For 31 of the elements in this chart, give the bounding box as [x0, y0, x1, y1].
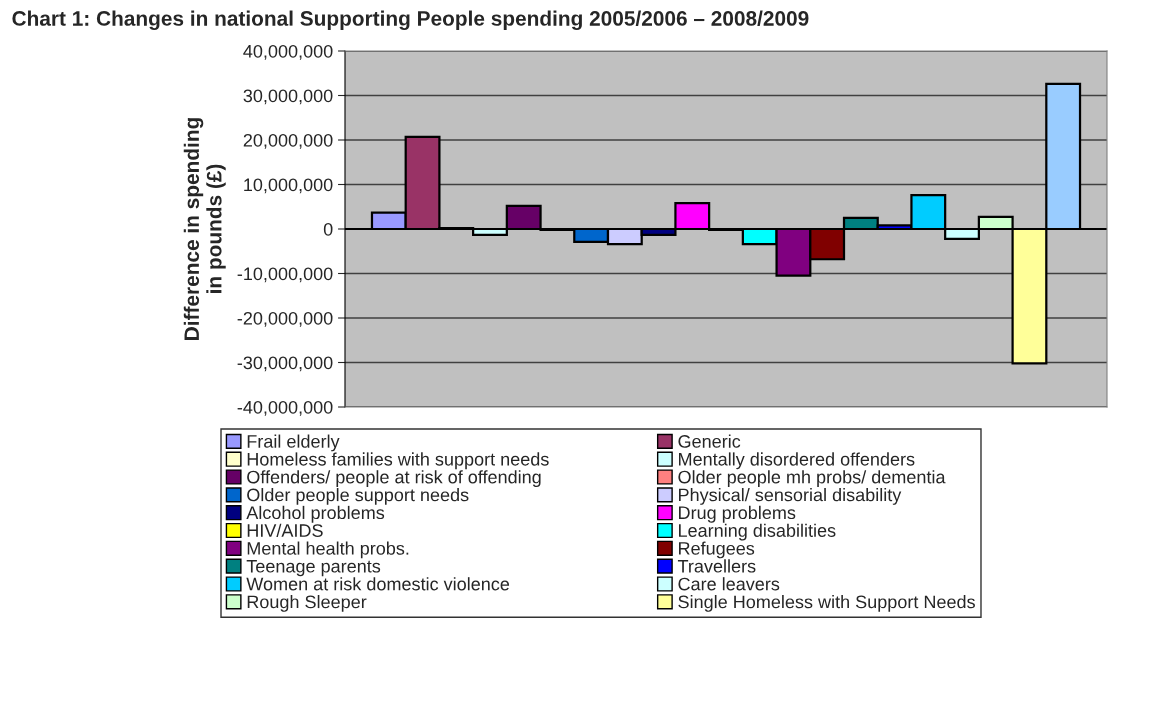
legend-label: Care leavers: [678, 577, 780, 591]
y-tick-label: -30,000,000: [237, 356, 333, 372]
legend-label: Learning disabilities: [679, 523, 836, 541]
y-tick-label: 30,000,000: [243, 89, 333, 105]
legend-label: Mental health probs.: [247, 541, 409, 559]
y-tick-label: -20,000,000: [237, 311, 333, 327]
legend-label: Older people mh probs/ dementia: [678, 470, 946, 488]
legend-label: Generic: [678, 434, 741, 448]
legend-label: Rough Sleeper: [247, 595, 367, 612]
legend-label: Single Homeless with Support Needs: [678, 595, 975, 612]
legend-label: Drug problems: [679, 505, 796, 523]
legend-label: Mentally disordered offenders: [679, 452, 915, 470]
chart-title: Chart 1: Changes in national Supporting People spending 2005/2006 – 2008/2009: [12, 10, 809, 31]
legend-label: Offenders/ people at risk of offending: [247, 470, 541, 488]
y-tick-label: 10,000,000: [244, 178, 333, 194]
y-tick-label: 20,000,000: [243, 133, 333, 149]
legend-label: Women at risk domestic violence: [246, 577, 510, 591]
legend-label: Frail elderly: [247, 434, 340, 452]
legend-label: Older people support needs: [247, 488, 469, 505]
legend-label: Travellers: [677, 559, 756, 573]
y-tick-label: -40,000,000: [237, 400, 333, 416]
legend-label: Teenage parents: [246, 560, 381, 577]
y-axis-title: Difference in spending in pounds (£): [183, 118, 226, 340]
y-tick-label: -10,000,000: [237, 267, 333, 283]
legend-label: Physical/ sensorial disability: [679, 488, 902, 505]
legend-label: Alcohol problems: [246, 505, 385, 523]
y-tick-label: 0: [323, 222, 333, 236]
legend-label: HIV/AIDS: [247, 523, 323, 537]
legend-label: Homeless families with support needs: [247, 452, 549, 470]
y-tick-label: 40,000,000: [243, 44, 333, 60]
legend-label: Refugees: [679, 541, 755, 559]
